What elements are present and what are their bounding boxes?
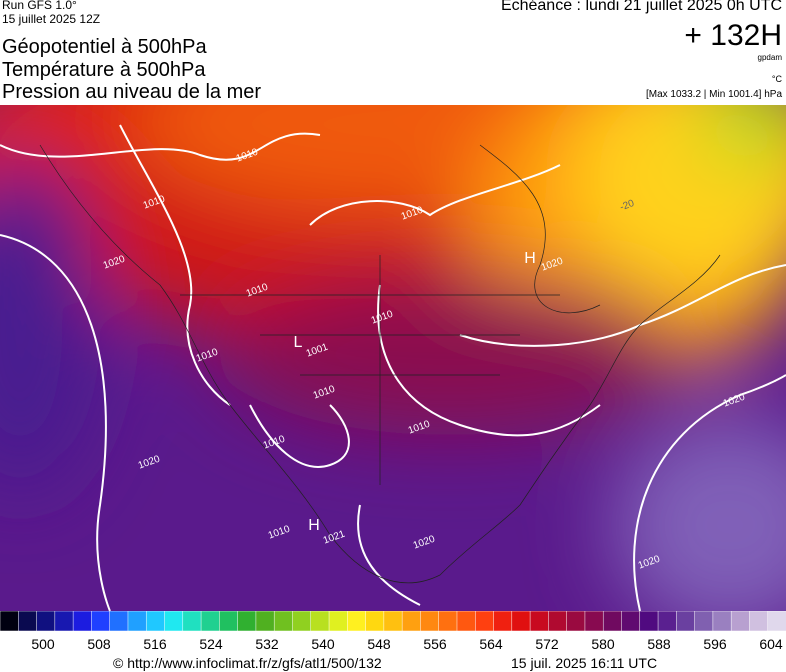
colorbar-swatch [548, 611, 568, 632]
colorbar-swatch [566, 611, 586, 632]
colorbar-label: 596 [703, 636, 727, 652]
colorbar-label: 516 [143, 636, 167, 652]
colorbar-label: 556 [423, 636, 447, 652]
timestamp: 15 juil. 2025 16:11 UTC [511, 655, 658, 671]
run-date: 15 juillet 2025 12Z [2, 12, 101, 26]
run-label: Run GFS 1.0° [2, 0, 77, 12]
colorbar-swatch [511, 611, 531, 632]
colorbar-swatch [584, 611, 604, 632]
colorbar-swatch [200, 611, 221, 632]
colorbar-swatch [621, 611, 641, 632]
colorbar-swatch [145, 611, 166, 632]
echeance: Echéance : lundi 21 juillet 2025 0h UTC [500, 0, 782, 14]
title: Pression au niveau de la mer [2, 81, 262, 103]
colorbar-swatch [109, 611, 129, 632]
colorbar-swatch [767, 611, 786, 632]
colorbar-label: 524 [199, 636, 223, 652]
title: Géopotentiel à 500hPa [2, 36, 207, 58]
colorbar-swatch [456, 611, 477, 632]
contour-label: H [524, 250, 536, 267]
colorbar-label: 532 [255, 636, 279, 652]
colorbar-label: 580 [591, 636, 615, 652]
colorbar-swatch [255, 611, 275, 632]
colorbar-label: 572 [535, 636, 559, 652]
colorbar-swatch [493, 611, 513, 632]
contour-label: L [294, 334, 303, 351]
colorbar: 500 508 516 524 532 540 548 556 564 572 580 588 596 6… [0, 611, 786, 652]
unit-geo: gpdam [757, 53, 782, 62]
colorbar-swatch [54, 611, 74, 632]
colorbar-swatch [401, 611, 422, 632]
source-url: © http://www.infoclimat.fr/z/gfs/atl1/50… [113, 655, 382, 671]
colorbar-swatch [0, 611, 20, 632]
colorbar-swatch [18, 611, 38, 632]
colorbar-swatch [127, 611, 147, 632]
colorbar-swatch [310, 611, 330, 632]
colorbar-swatch [676, 611, 696, 632]
title: Température à 500hPa [2, 59, 206, 81]
extremes: [Max 1033.2 | Min 1001.4] hPa [645, 89, 782, 100]
colorbar-swatch [91, 611, 111, 632]
colorbar-swatch [383, 611, 403, 632]
colorbar-label: 588 [647, 636, 671, 652]
colorbar-swatch [694, 611, 714, 632]
lead-time: + 132H [684, 19, 782, 52]
colorbar-swatch [164, 611, 184, 632]
colorbar-swatch [292, 611, 312, 632]
colorbar-swatch [749, 611, 769, 632]
colorbar-label: 564 [479, 636, 503, 652]
colorbar-swatch [529, 611, 550, 632]
colorbar-label: 540 [311, 636, 335, 652]
colorbar-swatch [475, 611, 495, 632]
colorbar-swatch [438, 611, 458, 632]
colorbar-swatch [219, 611, 239, 632]
colorbar-swatch [237, 611, 257, 632]
contour-label: -20 [618, 198, 636, 213]
map: 1010101010101010101010101010101010101010… [0, 105, 786, 611]
colorbar-swatch [182, 611, 202, 632]
colorbar-swatch [36, 611, 56, 632]
colorbar-swatch [328, 611, 349, 632]
colorbar-swatch [273, 611, 294, 632]
contour-label: H [308, 517, 320, 534]
colorbar-label: 548 [367, 636, 391, 652]
colorbar-swatch [347, 611, 367, 632]
colorbar-label: 508 [87, 636, 111, 652]
colorbar-label: 604 [759, 636, 783, 652]
colorbar-swatch [657, 611, 678, 632]
colorbar-swatch [72, 611, 93, 632]
colorbar-swatch [602, 611, 623, 632]
colorbar-swatch [420, 611, 440, 632]
colorbar-swatch [639, 611, 659, 632]
coastlines [39, 144, 721, 584]
unit-temp: °C [771, 74, 782, 84]
colorbar-swatch [712, 611, 732, 632]
colorbar-swatch [365, 611, 385, 632]
colorbar-label: 500 [31, 636, 55, 652]
colorbar-swatch [730, 611, 751, 632]
